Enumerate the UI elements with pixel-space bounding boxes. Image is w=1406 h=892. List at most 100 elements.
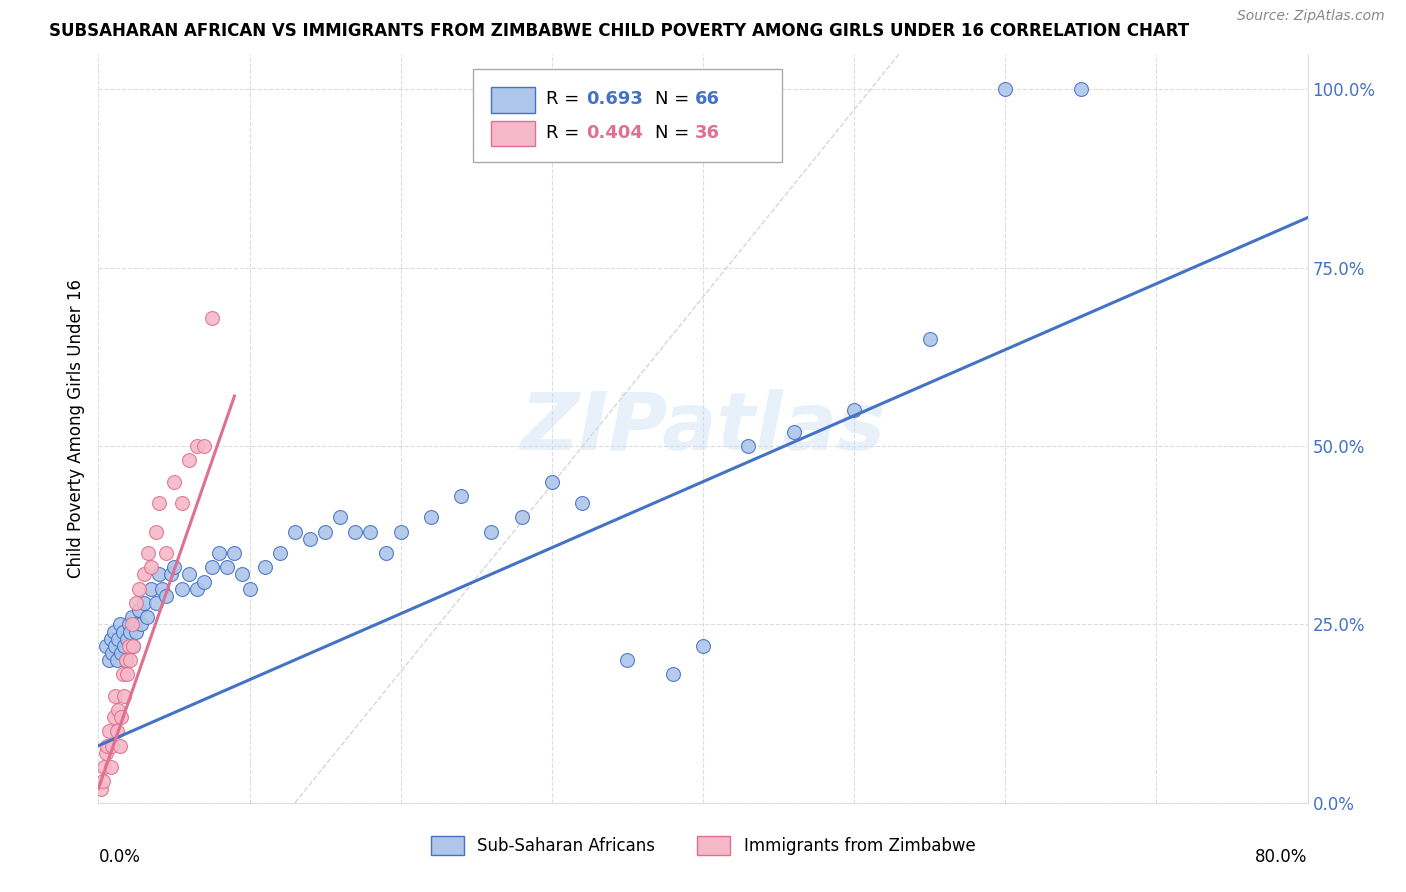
FancyBboxPatch shape	[492, 121, 534, 146]
Point	[111, 624, 134, 639]
Point	[108, 617, 131, 632]
Point	[239, 582, 262, 596]
Point	[107, 632, 129, 646]
Point	[150, 582, 173, 596]
Point	[103, 624, 125, 639]
Point	[284, 524, 307, 539]
Point	[112, 639, 135, 653]
Point	[96, 739, 118, 753]
Point	[111, 667, 134, 681]
Point	[101, 646, 124, 660]
Text: ZIPatlas: ZIPatlas	[520, 389, 886, 467]
Point	[661, 667, 683, 681]
Point	[299, 532, 322, 546]
Point	[118, 617, 141, 632]
Point	[132, 567, 155, 582]
Point	[170, 582, 193, 596]
Point	[136, 546, 159, 560]
Point	[107, 703, 129, 717]
Point	[141, 560, 163, 574]
Text: 66: 66	[695, 90, 720, 108]
Point	[314, 524, 336, 539]
Point	[344, 524, 367, 539]
Point	[124, 617, 146, 632]
Point	[101, 739, 124, 753]
Text: 0.0%: 0.0%	[98, 847, 141, 866]
Point	[994, 82, 1017, 96]
Point	[269, 546, 291, 560]
Point	[231, 567, 253, 582]
Point	[132, 596, 155, 610]
Point	[114, 653, 136, 667]
Point	[918, 332, 941, 346]
Y-axis label: Child Poverty Among Girls Under 16: Child Poverty Among Girls Under 16	[66, 278, 84, 578]
Legend: Sub-Saharan Africans, Immigrants from Zimbabwe: Sub-Saharan Africans, Immigrants from Zi…	[425, 830, 981, 862]
Text: N =: N =	[655, 90, 695, 108]
Point	[844, 403, 866, 417]
Point	[110, 710, 132, 724]
Point	[135, 610, 157, 624]
Point	[540, 475, 562, 489]
Text: R =: R =	[546, 90, 585, 108]
Point	[115, 667, 138, 681]
Point	[98, 653, 121, 667]
Point	[129, 617, 152, 632]
Point	[783, 425, 806, 439]
Point	[155, 589, 177, 603]
Point	[374, 546, 396, 560]
Point	[128, 582, 150, 596]
FancyBboxPatch shape	[474, 69, 782, 162]
Point	[93, 760, 115, 774]
Point	[100, 760, 122, 774]
Point	[224, 546, 246, 560]
Point	[481, 524, 503, 539]
Point	[215, 560, 238, 574]
Point	[120, 653, 142, 667]
Point	[122, 639, 145, 653]
Point	[125, 624, 148, 639]
Point	[121, 610, 143, 624]
Point	[104, 639, 127, 653]
Point	[103, 710, 125, 724]
Point	[186, 582, 208, 596]
Point	[201, 310, 224, 325]
Point	[737, 439, 759, 453]
Point	[1070, 82, 1092, 96]
Point	[104, 689, 127, 703]
Text: R =: R =	[546, 124, 585, 142]
Point	[170, 496, 193, 510]
Point	[186, 439, 208, 453]
Point	[100, 632, 122, 646]
Point	[90, 781, 112, 796]
Point	[94, 746, 117, 760]
Point	[112, 689, 135, 703]
Point	[155, 546, 177, 560]
Point	[91, 774, 114, 789]
Point	[115, 632, 138, 646]
Point	[94, 639, 117, 653]
Point	[121, 617, 143, 632]
Point	[125, 596, 148, 610]
Point	[450, 489, 472, 503]
Point	[108, 739, 131, 753]
Point	[114, 653, 136, 667]
Point	[420, 510, 443, 524]
Point	[208, 546, 231, 560]
Point	[179, 453, 201, 467]
Point	[163, 475, 186, 489]
Point	[201, 560, 224, 574]
Point	[98, 724, 121, 739]
Text: 36: 36	[695, 124, 720, 142]
Point	[118, 639, 141, 653]
Text: SUBSAHARAN AFRICAN VS IMMIGRANTS FROM ZIMBABWE CHILD POVERTY AMONG GIRLS UNDER 1: SUBSAHARAN AFRICAN VS IMMIGRANTS FROM ZI…	[49, 22, 1189, 40]
Point	[179, 567, 201, 582]
Point	[148, 496, 170, 510]
Point	[360, 524, 382, 539]
Point	[692, 639, 714, 653]
Point	[145, 524, 167, 539]
Text: 80.0%: 80.0%	[1256, 847, 1308, 866]
Point	[105, 724, 128, 739]
Point	[145, 596, 167, 610]
Point	[110, 646, 132, 660]
Point	[193, 574, 215, 589]
